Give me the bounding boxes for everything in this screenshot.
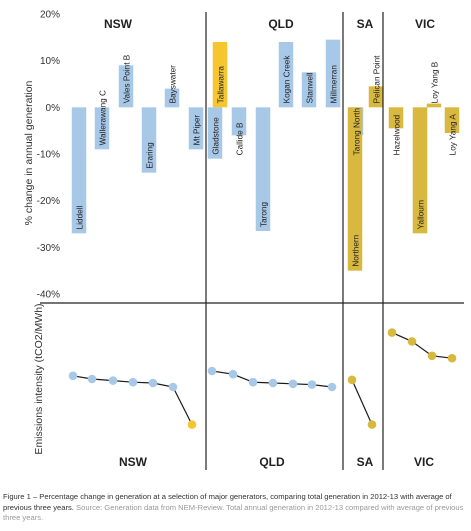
generation-change-bar-chart: % change in annual generation 20% 10% 0% -1…	[23, 10, 460, 301]
figure: % change in annual generation 20% 10% 0% -1…	[23, 10, 464, 470]
y-tick-label: -20%	[37, 196, 60, 207]
emission-lines	[72, 332, 453, 425]
bar-label-kogan-creek: Kogan Creek	[283, 55, 292, 104]
emission-points	[68, 328, 457, 429]
bar-label-tallawarra: Tallawarra	[217, 66, 226, 104]
bar-chart-y-axis-label: % change in annual generation	[23, 80, 35, 225]
bar-northern	[347, 107, 363, 271]
bar-label-loy-yang-b: Loy Yang B	[431, 61, 440, 103]
bar-label-callide-b: Callide B	[236, 122, 245, 155]
emission-point-eraring	[128, 377, 138, 387]
bar-wallerawang-c	[94, 107, 110, 150]
y-tick-label: -10%	[37, 150, 60, 161]
bottom-region-label-sa: SA	[357, 455, 374, 469]
emission-point-mt-piper	[168, 382, 178, 392]
caption-text: Figure 1 – Percentage change in generati…	[3, 492, 452, 512]
bottom-region-label-qld: QLD	[259, 455, 285, 469]
emission-line-vic	[391, 332, 453, 359]
emission-point-wallerawang-c	[87, 374, 97, 384]
bar-label-mt-piper: Mt Piper	[193, 115, 202, 146]
figure-caption: Figure 1 – Percentage change in generati…	[3, 492, 465, 524]
emission-point-yallourn	[407, 337, 417, 346]
bar-kogan-creek	[278, 42, 294, 108]
bottom-region-label-nsw: NSW	[119, 455, 148, 469]
top-region-label-sa: SA	[357, 17, 374, 31]
bar-label-stanwell: Stanwell	[306, 72, 315, 103]
top-region-label-nsw: NSW	[104, 17, 133, 31]
bar-label-gladstone: Gladstone	[212, 117, 221, 155]
line-chart-y-axis-label: Emissions intensity (tCO2/MWh)	[33, 303, 45, 454]
bar-tallawarra	[212, 42, 228, 108]
emission-point-hazelwood	[387, 328, 397, 337]
caption-source: Source: Generation data from NEM-Review.…	[3, 502, 464, 523]
bar-label-vales-point-b: Vales Point B	[123, 54, 132, 103]
bar-callide-b	[231, 107, 247, 136]
top-region-label-qld: QLD	[268, 17, 294, 31]
emission-point-liddell	[68, 371, 78, 381]
bar-gladstone	[207, 107, 223, 159]
bar-labels: Liddell Wallerawang C Vales Point B Eraring…	[76, 54, 458, 266]
bar-label-loy-yang-a: Loy Yang A	[449, 114, 458, 156]
bar-loy-yang-b	[426, 103, 442, 108]
bar-label-northern: Northern	[352, 234, 361, 266]
bar-label-millmerran: Millmerran	[330, 65, 339, 104]
emission-point-loy-yang-a	[447, 353, 457, 363]
bar-mt-piper	[188, 107, 204, 150]
emission-point-stanwell	[288, 379, 298, 389]
bar-label-eraring: Eraring	[146, 142, 155, 169]
bar-label-wallerawang-c: Wallerawang C	[99, 90, 108, 145]
y-tick-label: -40%	[37, 290, 60, 301]
emission-point-gladstone	[207, 366, 217, 376]
y-tick-label: 0%	[46, 103, 61, 114]
bar-pelican-point	[368, 86, 384, 108]
emission-point-tarong	[248, 377, 258, 387]
bar-chart-region-labels: NSW QLD SA VIC	[104, 17, 435, 31]
y-tick-label: 10%	[40, 56, 60, 67]
bar-tarong	[255, 107, 271, 231]
top-region-label-vic: VIC	[415, 17, 435, 31]
bar-label-yallourn: Yallourn	[417, 199, 426, 229]
emission-point-loy-yang-b	[427, 351, 437, 361]
emission-point-northern	[347, 375, 357, 385]
bar-label-tarong-north: Tarong North	[353, 108, 362, 156]
emission-point-pelican-point	[367, 420, 377, 429]
bar-eraring	[141, 107, 157, 173]
bar-millmerran	[325, 39, 341, 108]
bar-label-hazelwood: Hazelwood	[393, 114, 402, 155]
emission-point-tallawarra	[187, 420, 197, 429]
bar-label-bayswater: Bayswater	[169, 65, 178, 103]
bar-liddell	[71, 107, 87, 234]
bar-hazelwood	[388, 107, 404, 129]
bars	[71, 39, 460, 271]
emission-point-bayswater	[148, 378, 158, 388]
emission-point-kogan-creek	[268, 378, 278, 388]
bar-loy-yang-a	[444, 107, 460, 133]
y-tick-label: 20%	[40, 10, 60, 21]
bar-yallourn	[412, 107, 428, 234]
region-dividers	[40, 12, 464, 470]
emission-point-callide-b	[228, 369, 238, 379]
emission-point-millmerran	[307, 380, 317, 389]
y-tick-label: -30%	[37, 243, 60, 254]
bar-vales-point-b	[118, 65, 134, 108]
emission-point-tarong-north	[327, 382, 337, 392]
bar-chart-y-ticks: 20% 10% 0% -10% -20% -30% -40%	[37, 10, 60, 301]
emissions-intensity-line-chart: Emissions intensity (tCO2/MWh) NSW QLD SA V…	[33, 303, 457, 469]
bar-label-tarong: Tarong	[260, 202, 269, 227]
emission-line-sa	[351, 379, 373, 425]
emission-point-vales-point-b	[108, 376, 118, 385]
bottom-region-label-vic: VIC	[414, 455, 434, 469]
bar-bayswater	[164, 88, 180, 108]
bar-label-liddell: Liddell	[76, 205, 85, 229]
bar-stanwell	[301, 72, 317, 108]
line-chart-region-labels: NSW QLD SA VIC	[119, 455, 434, 469]
bar-label-pelican-point: Pelican Point	[373, 55, 382, 104]
